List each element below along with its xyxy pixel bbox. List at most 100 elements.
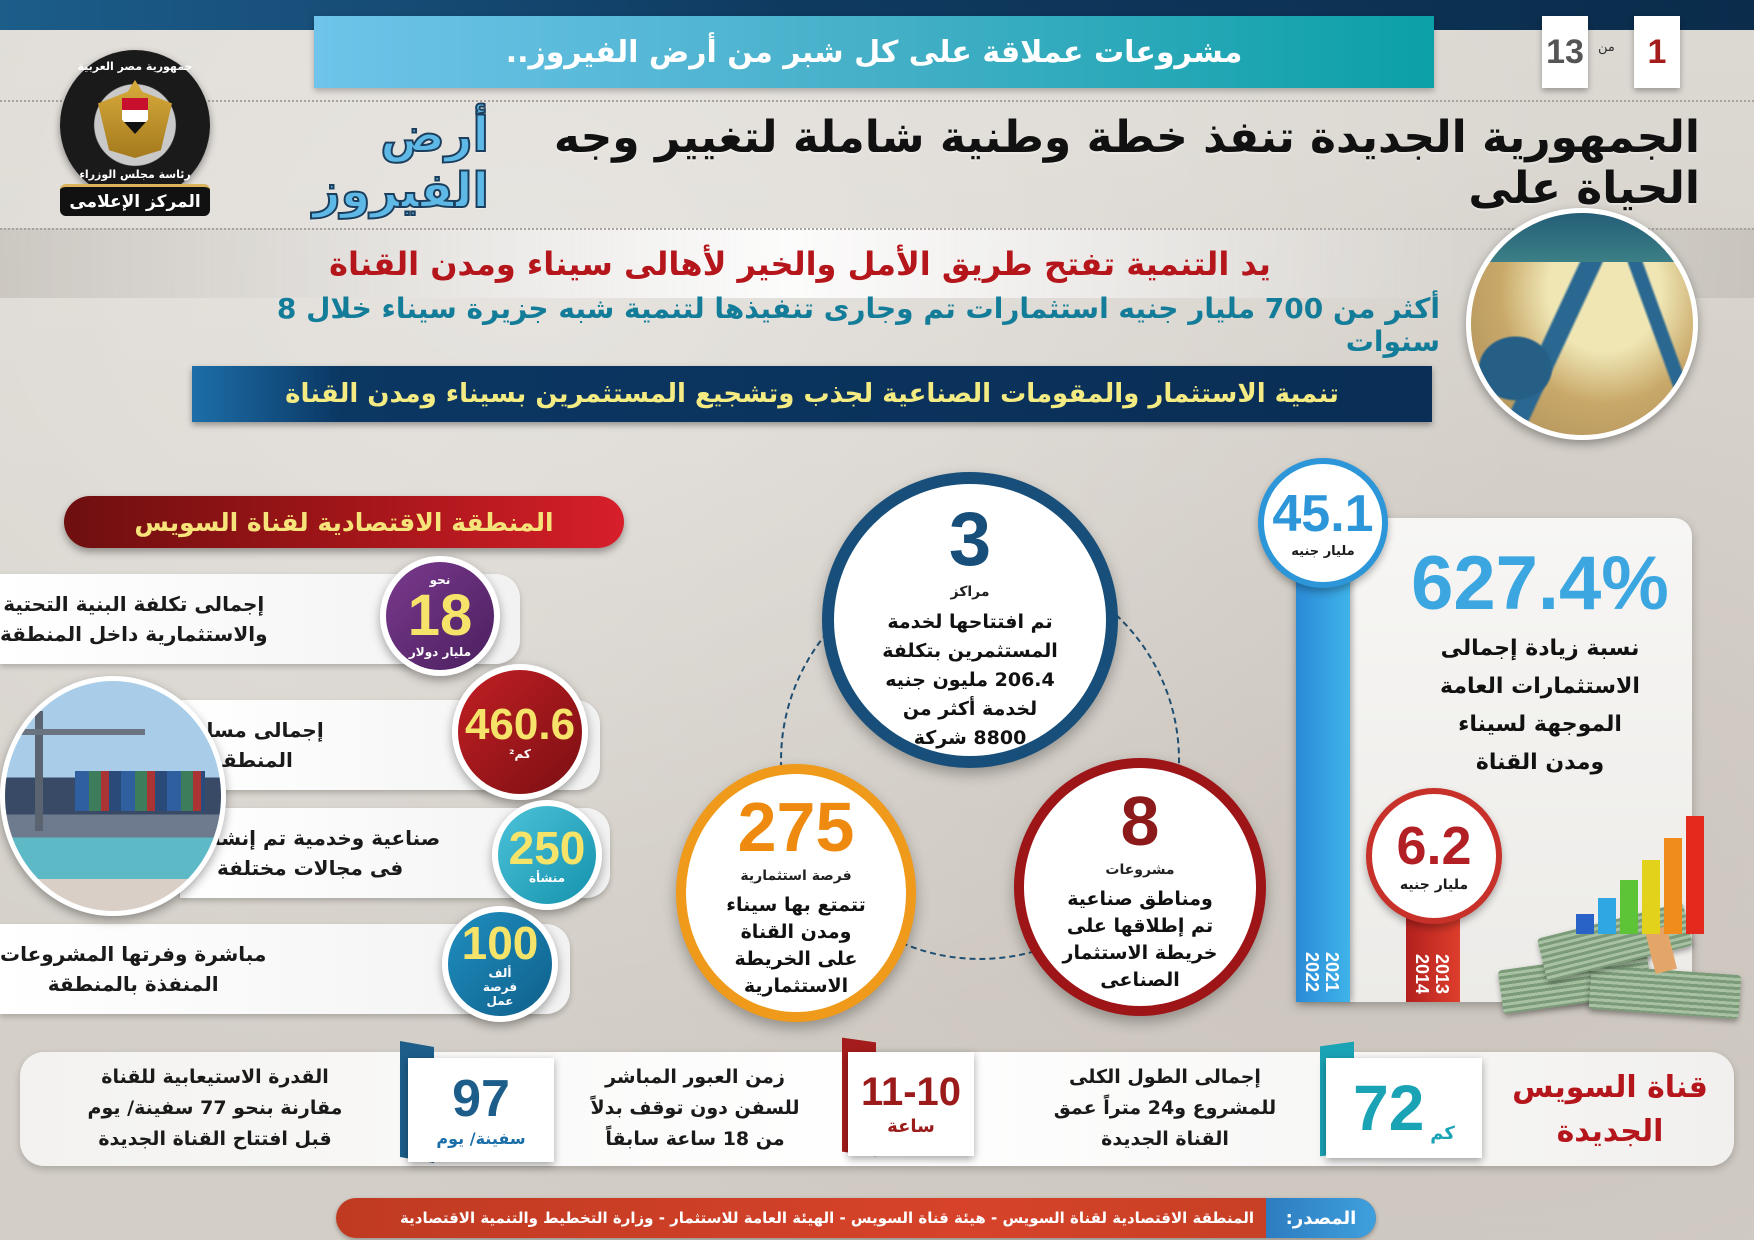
logo-top-text: جمهورية مصر العربية [77, 60, 193, 73]
desc-line: المستثمرين بتكلفة [882, 640, 1058, 662]
projects-unit: مشروعات [1105, 862, 1175, 878]
section-bar: تنمية الاستثمار والمقومات الصناعية لجذب … [192, 366, 1432, 422]
desc-line: المنفذة بالمنطقة [47, 972, 219, 996]
logo-bottom-text: رئاسة مجلس الوزراء [79, 168, 191, 181]
bubble-value: 45.1 [1272, 484, 1374, 543]
canal-desc-transit: زمن العبور المباشر للسفن دون توقف بدلاً … [560, 1062, 830, 1155]
canal-desc-length: إجمالى الطول الكلى للمشروع و24 متراً عمق… [1020, 1062, 1310, 1155]
stat-value: 11-10 [860, 1069, 962, 1114]
desc-line: الصناعى [1100, 969, 1180, 991]
sczone-stat-facilities: 250 منشأة [492, 800, 602, 910]
title-highlight: أرض الفيروز [312, 106, 490, 220]
stat-unit: كم² [509, 747, 531, 761]
desc-line: 8800 شركة [913, 727, 1027, 749]
year-1: 2013 [1432, 953, 1452, 994]
stat-unit: ساعة [887, 1115, 935, 1137]
centers-value: 3 [948, 497, 992, 582]
money-chart-illustration [1497, 810, 1754, 1030]
stat-value: 100 [461, 917, 539, 969]
industrial-projects: 8 مشروعات ومناطق صناعية تم إطلاقها على خ… [1014, 758, 1266, 1016]
tagline-text: مشروعات عملاقة على كل شبر من أرض الفيروز… [505, 34, 1243, 70]
source-bar: المصدر: المنطقة الاقتصادية لقناة السويس … [336, 1198, 1376, 1238]
bubble-45-1: 45.1 مليار جنيه [1258, 458, 1388, 588]
desc-line: مقارنة بنحو 77 سفينة/ يوم [87, 1097, 343, 1119]
desc-line: تتمتع بها سيناء [726, 894, 866, 916]
desc-line: نسبة زيادة إجمالى [1440, 636, 1640, 661]
source-text: المنطقة الاقتصادية لقناة السويس - هيئة ق… [400, 1209, 1254, 1227]
sczone-card-desc: مباشرة وفرتها المشروعات المنفذة بالمنطقة [0, 939, 266, 999]
page-title: الجمهورية الجديدة تنفذ خطة وطنية شاملة ل… [230, 106, 1700, 220]
desc-line: المنطقة [210, 748, 293, 772]
stat-value: 250 [508, 822, 586, 874]
logo-ribbon: المركز الإعلامى [60, 184, 210, 216]
title-main: الجمهورية الجديدة تنفذ خطة وطنية شاملة ل… [553, 112, 1700, 214]
page-total: 13 [1542, 16, 1588, 88]
opps-desc: تتمتع بها سيناء ومدن القناة على الخريطة … [726, 892, 865, 1000]
desc-line: القناة الجديدة [1101, 1128, 1229, 1150]
stat-value: 460.6 [464, 700, 576, 749]
desc-line: زمن العبور المباشر [605, 1066, 785, 1088]
stat-unit: ألف فرصة عمل [482, 966, 518, 1008]
chart-bar-icon [1598, 898, 1616, 934]
section-bar-text: تنمية الاستثمار والمقومات الصناعية لجذب … [285, 379, 1339, 409]
page-of-label: من [1598, 40, 1615, 55]
investment-opportunities: 275 فرصة استثمارية تتمتع بها سيناء ومدن … [676, 764, 916, 1022]
stat-prefix: نحو [429, 573, 451, 587]
bubble-unit: مليار جنيه [1399, 877, 1469, 893]
crane-arm [5, 729, 145, 735]
sea-area [1471, 213, 1693, 262]
chart-bar-icon [1576, 914, 1594, 934]
subtitle-red: يد التنمية تفتح طريق الأمل والخير لأهالى… [329, 245, 1271, 283]
subtitle-band [0, 228, 1754, 298]
divider [0, 100, 1754, 102]
sczone-stat-jobs: 100 ألف فرصة عمل [442, 906, 558, 1022]
desc-line: من 18 ساعة سابقاً [605, 1128, 785, 1150]
bar-year-label: 2013 2014 [1412, 954, 1452, 994]
desc-line: مباشرة وفرتها المشروعات [0, 942, 267, 966]
desc-line: 206.4 مليون جنيه [885, 669, 1055, 691]
desc-line: صناعية وخدمية تم إنشاؤها [180, 826, 441, 850]
sczone-card-desc: إجمالى تكلفة البنية التحتية والاستثمارية… [0, 589, 268, 649]
desc-line: الاستثمارات العامة [1440, 674, 1640, 699]
stat-unit: مليار دولار [408, 645, 472, 659]
chart-bar-icon [1686, 816, 1704, 934]
stat-value: 72 [1353, 1072, 1425, 1144]
sczone-stat-area: 460.6 كم² [452, 664, 588, 800]
subtitle-teal: أكثر من 700 مليار جنيه استثمارات تم وجار… [276, 292, 1440, 358]
canal-stat-transit: 11-10 ساعة [848, 1052, 974, 1156]
desc-line: إجمالى تكلفة البنية التحتية [3, 592, 265, 616]
centers-desc: تم افتتاحها لخدمة المستثمرين بتكلفة 206.… [882, 608, 1058, 753]
sczone-stat-cost: نحو 18 مليار دولار [380, 556, 500, 676]
projects-desc: ومناطق صناعية تم إطلاقها على خريطة الاست… [1063, 886, 1218, 994]
canal-stat-capacity: 97 سفينة/ يوم [408, 1058, 554, 1162]
crane-icon [35, 711, 43, 831]
bar-year-label: 2021 2022 [1302, 952, 1342, 992]
container-ship-icon [75, 771, 205, 811]
desc-line: ومدن القناة [740, 921, 852, 943]
stat-unit: منشأة [528, 871, 566, 885]
cabinet-media-center-logo: جمهورية مصر العربية رئاسة مجلس الوزراء [60, 50, 210, 200]
money-stack-icon [1588, 964, 1742, 1020]
bubble-value: 6.2 [1396, 816, 1472, 876]
desc-line: قبل افتتاح القناة الجديدة [98, 1128, 332, 1150]
desc-line: إجمالى الطول الكلى [1069, 1066, 1261, 1088]
desc-line: ومدن القناة [1475, 750, 1605, 775]
desc-line: ومناطق صناعية [1067, 888, 1213, 910]
tagline-banner: مشروعات عملاقة على كل شبر من أرض الفيروز… [314, 16, 1434, 88]
title-line: الجديدة [1556, 1114, 1664, 1149]
sczone-header: المنطقة الاقتصادية لقناة السويس [64, 496, 624, 548]
investor-service-centers: 3 مراكز تم افتتاحها لخدمة المستثمرين بتك… [822, 472, 1118, 768]
new-canal-title: قناة السويس الجديدة [1500, 1066, 1720, 1156]
increase-desc: نسبة زيادة إجمالى الاستثمارات العامة الم… [1390, 630, 1690, 782]
increase-percent: 627.4% [1411, 541, 1669, 626]
desc-line: تم إطلاقها على [1066, 915, 1214, 937]
chart-bar-icon [1664, 838, 1682, 934]
sczone-card-desc: صناعية وخدمية تم إنشاؤها فى مجالات مختلف… [180, 823, 440, 883]
canal-desc-capacity: القدرة الاستيعابية للقناة مقارنة بنحو 77… [40, 1062, 390, 1155]
stat-unit: كم [1430, 1123, 1455, 1144]
desc-line: على الخريطة [734, 948, 858, 970]
desc-line: الاستثمارية [743, 975, 849, 997]
canal-stat-length: كم 72 [1326, 1058, 1482, 1158]
projects-value: 8 [1120, 782, 1160, 860]
desc-line: للسفن دون توقف بدلاً [590, 1097, 800, 1119]
